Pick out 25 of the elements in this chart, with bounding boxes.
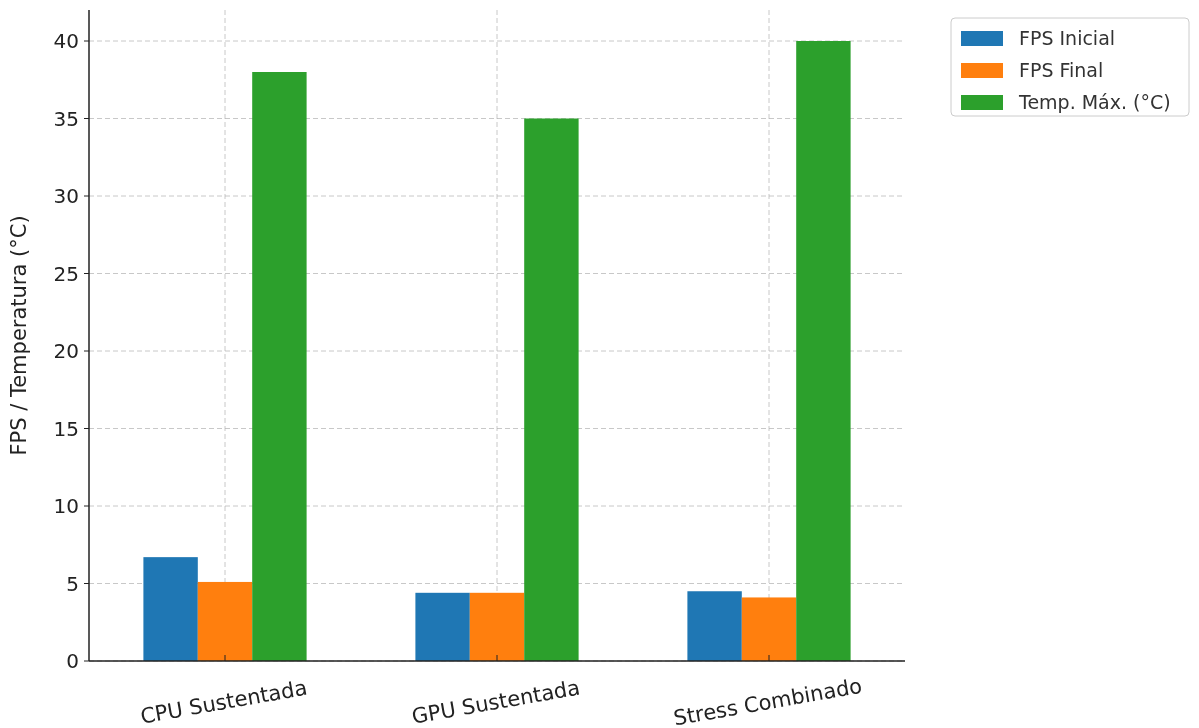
y-tick-label: 30 [53, 184, 79, 208]
y-tick-label: 25 [53, 261, 79, 286]
x-tick-label: Stress Combinado [671, 673, 864, 728]
y-tick-label: 15 [53, 416, 79, 441]
bar [252, 72, 307, 661]
y-tick-label: 10 [53, 494, 79, 518]
y-axis-title: FPS / Temperatura (°C) [7, 215, 31, 456]
x-tick-label: CPU Sustentada [138, 675, 309, 728]
bar [415, 592, 470, 661]
y-tick-label: 5 [66, 571, 79, 596]
bar [687, 591, 742, 661]
bar [796, 41, 851, 661]
y-tick-label: 35 [53, 106, 79, 131]
bar [469, 592, 525, 661]
legend-label: FPS Final [1019, 58, 1104, 81]
legend-label: FPS Inicial [1019, 26, 1116, 49]
x-tick-label: GPU Sustentada [409, 675, 582, 728]
y-tick-label: 20 [53, 339, 79, 363]
bar [524, 118, 579, 661]
y-tick-label: 0 [66, 649, 79, 673]
bar [197, 581, 253, 661]
bar [143, 557, 198, 661]
legend-label: Temp. Máx. (°C) [1018, 90, 1171, 113]
bar [741, 597, 797, 661]
y-tick-label: 40 [53, 29, 79, 53]
